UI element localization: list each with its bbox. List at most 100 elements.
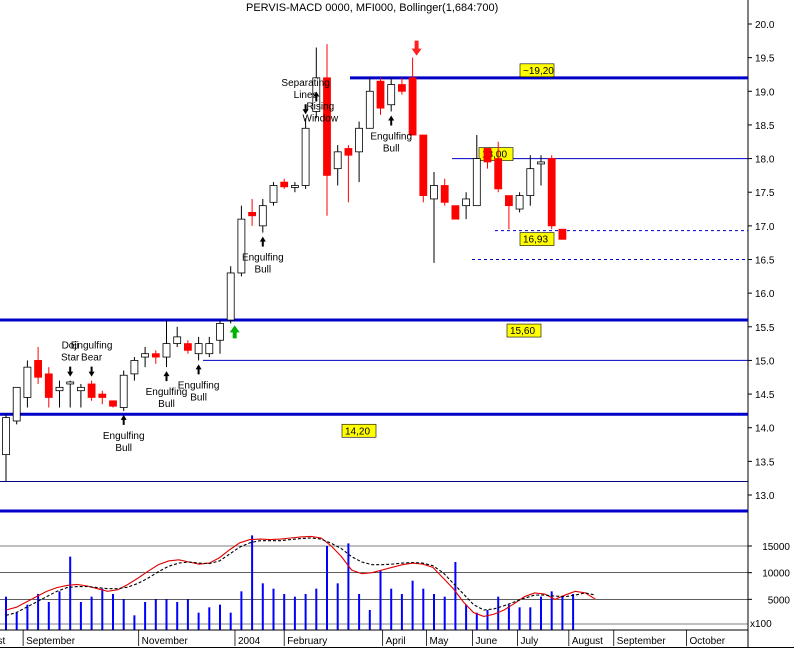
pattern-label-word: Separating xyxy=(281,78,329,89)
level-label-box xyxy=(341,423,377,438)
candle xyxy=(130,357,139,381)
candle xyxy=(462,192,471,220)
candle xyxy=(77,383,85,408)
candle-body xyxy=(537,161,545,165)
candle xyxy=(23,360,32,408)
candle xyxy=(333,145,342,186)
candle-body xyxy=(44,373,53,398)
pattern-label-word: Engulfing xyxy=(71,341,113,352)
candle-body xyxy=(397,84,406,92)
month-label: August xyxy=(572,636,603,647)
signal-line xyxy=(5,537,596,616)
pattern-label-word: Star xyxy=(61,353,80,364)
pattern-label-word: Bull xyxy=(190,392,207,403)
price-tick-label: 15.5 xyxy=(755,323,775,334)
buy-signal-arrow-icon xyxy=(229,325,240,339)
candle xyxy=(237,205,246,277)
candle-body xyxy=(301,127,310,186)
level-label: 15,60 xyxy=(510,326,535,337)
candle-body xyxy=(130,360,139,375)
pattern-label-word: Engulfing xyxy=(103,431,145,442)
candle xyxy=(12,386,21,425)
pattern-label-word: Lines xyxy=(294,90,318,101)
month-label: February xyxy=(287,636,327,647)
price-tick-label: 18.5 xyxy=(755,121,775,132)
price-tick-label: 16.5 xyxy=(755,256,775,267)
up-arrow-icon xyxy=(259,236,266,247)
candle-body xyxy=(151,353,160,358)
pattern-label-word: Bull xyxy=(158,399,175,410)
candle xyxy=(183,340,192,354)
price-tick-label: 13.0 xyxy=(755,491,775,502)
level-label-box xyxy=(506,323,542,338)
candle-body xyxy=(269,185,278,203)
candle xyxy=(290,182,299,193)
month-label: July xyxy=(520,636,538,647)
candle-body xyxy=(2,417,10,456)
candle-body xyxy=(355,127,364,153)
candle xyxy=(141,346,150,368)
candle xyxy=(504,195,513,230)
pattern-label-word: Bull xyxy=(254,265,271,276)
level-label: 18,00 xyxy=(482,150,507,161)
up-arrow-icon xyxy=(195,364,202,375)
candle-body xyxy=(483,148,492,163)
candle-body xyxy=(526,168,535,196)
candle-body xyxy=(515,195,524,210)
level-label: ~19,20 xyxy=(523,66,554,77)
candle xyxy=(162,320,171,368)
candle-body xyxy=(162,343,171,358)
candle-body xyxy=(494,158,503,190)
candle-body xyxy=(504,195,513,207)
pattern-label-word: Engulfing xyxy=(242,253,284,264)
candle-body xyxy=(77,386,85,392)
candle xyxy=(483,148,492,169)
candle-body xyxy=(547,158,556,227)
candle-body xyxy=(12,386,21,422)
candle-body xyxy=(333,151,342,170)
up-arrow-icon xyxy=(313,91,320,102)
chart-title: PERVIS-MACD 0000, MFI000, Bollinger(1,68… xyxy=(246,2,499,14)
month-label: June xyxy=(476,636,498,647)
candle xyxy=(397,77,406,95)
candle-body xyxy=(387,84,396,106)
down-arrow-icon xyxy=(302,104,309,115)
candle xyxy=(109,400,117,408)
x-axis: ust September November 2004 February April May… xyxy=(0,629,794,648)
candle-body xyxy=(226,272,235,321)
price-tick-label: 17.0 xyxy=(755,222,775,233)
candle xyxy=(344,145,353,203)
candle xyxy=(55,380,64,408)
candle xyxy=(205,336,214,358)
indicator-line xyxy=(5,535,596,617)
candle xyxy=(494,141,503,193)
price-tick-label: 16.0 xyxy=(755,289,775,300)
candle-body xyxy=(66,381,75,385)
candle xyxy=(547,155,556,230)
pattern-label-word: Window xyxy=(303,113,339,124)
candle xyxy=(440,178,449,206)
up-arrow-icon xyxy=(120,414,127,425)
month-label: ust xyxy=(0,636,5,647)
price-tick-label: 19.5 xyxy=(755,54,775,65)
candle-body xyxy=(376,80,385,109)
price-tick-label: 14.0 xyxy=(755,424,775,435)
level-label: 16,93 xyxy=(523,235,548,246)
candle-body xyxy=(258,205,267,227)
sell-signal-arrow-icon xyxy=(411,40,422,56)
price-tick-label: 15.0 xyxy=(755,356,775,367)
candle xyxy=(408,57,417,136)
candle xyxy=(323,44,331,216)
candle-body xyxy=(408,77,417,136)
candle xyxy=(44,367,53,408)
pattern-label-word: Bull xyxy=(383,143,400,154)
pattern-label-word: Doji xyxy=(62,341,79,352)
title-bar: PERVIS-MACD 0000, MFI000, Bollinger(1,68… xyxy=(246,2,506,16)
